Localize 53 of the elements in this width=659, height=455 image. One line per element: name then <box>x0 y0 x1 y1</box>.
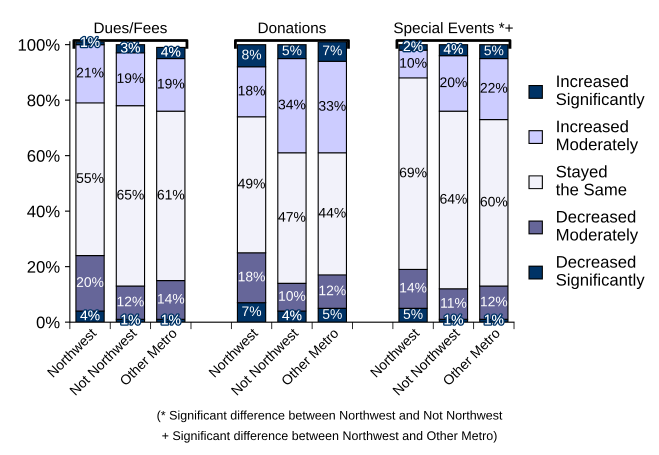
data-label: 12% <box>480 296 508 306</box>
data-label: 20% <box>76 277 104 288</box>
data-label: 19% <box>158 78 184 89</box>
legend-label: Decreased Moderately <box>557 210 638 244</box>
data-label: 18% <box>238 86 265 96</box>
data-label: 55% <box>76 173 104 183</box>
data-label: 4% <box>161 46 180 57</box>
data-label: 5% <box>322 309 342 319</box>
data-label: 34% <box>278 100 306 110</box>
data-label: 69% <box>400 168 426 178</box>
data-label: 5% <box>404 309 423 319</box>
text: (* Significant difference between Northwest and Not Northwest <box>157 410 502 422</box>
data-label: 10% <box>400 58 426 68</box>
data-label: 49% <box>238 178 265 189</box>
data-label: 22% <box>480 82 508 93</box>
data-label: 12% <box>118 296 144 306</box>
data-label: 21% <box>76 68 104 78</box>
data-label: 10% <box>279 291 306 301</box>
data-label: 4% <box>444 44 463 54</box>
data-label: 14% <box>400 282 426 293</box>
data-label: 7% <box>242 306 262 316</box>
y-tick-label: 100% <box>18 39 60 51</box>
data-label: 33% <box>318 100 346 111</box>
y-tick-label: 60% <box>28 150 60 162</box>
y-tick-label: 80% <box>28 94 60 106</box>
y-tick-label: 40% <box>27 206 60 218</box>
data-label: 64% <box>440 194 467 204</box>
y-tick-label: 20% <box>28 261 60 273</box>
data-label: 12% <box>319 286 346 296</box>
data-label: 8% <box>242 50 262 60</box>
data-label: 20% <box>440 77 467 88</box>
legend-label: Stayed the Same <box>556 165 626 196</box>
data-label: 60% <box>480 196 508 207</box>
y-tick-label: 0% <box>36 316 60 328</box>
legend-label: Increased Significantly <box>556 74 645 108</box>
data-label: 61% <box>158 190 184 200</box>
data-label: 4% <box>282 310 302 320</box>
text: Donations <box>258 22 326 34</box>
data-label: 4% <box>80 310 100 320</box>
text: + Significant difference between Northwest and Other Metro) <box>162 430 497 443</box>
data-label: 65% <box>117 190 144 200</box>
data-label: 44% <box>318 208 346 218</box>
data-label: 14% <box>158 294 184 304</box>
text: Dues/Fees <box>94 22 167 34</box>
data-label: 7% <box>322 46 342 56</box>
text: Special Events *+ <box>394 22 513 36</box>
legend-label: Decreased Significantly <box>556 256 645 290</box>
data-label: 18% <box>238 272 265 282</box>
data-label: 5% <box>282 46 302 56</box>
data-label: 19% <box>118 73 144 84</box>
data-label: 11% <box>441 298 466 308</box>
data-label: 5% <box>484 46 504 56</box>
legend-label: Increased Moderately <box>557 120 638 154</box>
